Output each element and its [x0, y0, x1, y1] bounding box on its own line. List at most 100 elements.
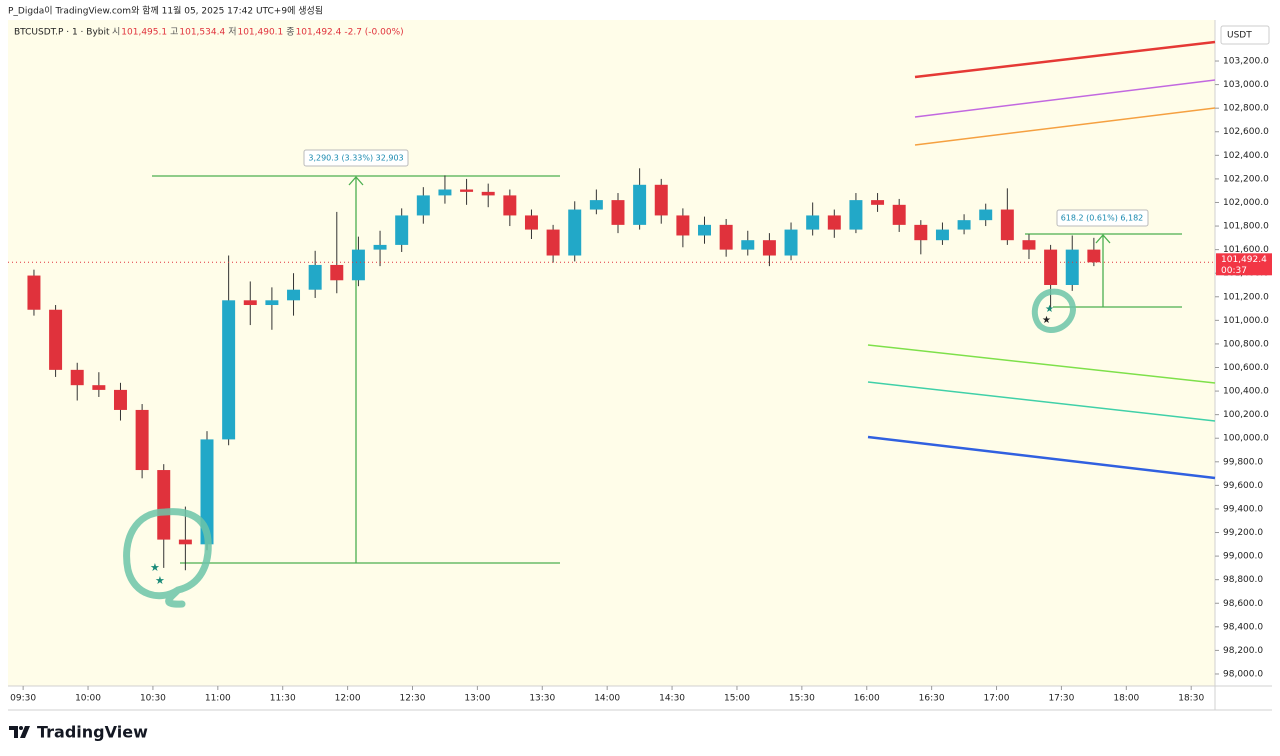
trend-line: [914, 79, 1216, 118]
y-tick-label: 100,200.0: [1223, 410, 1269, 420]
candle-body: [892, 204, 906, 225]
candle-body: [611, 200, 625, 225]
y-tick-label: 99,400.0: [1223, 504, 1263, 514]
x-tick-label: 12:00: [335, 694, 361, 704]
ohlc-legend: 시 101,495.1 고 101,534.4 저 101,490.1 종 101,492.4…: [112, 27, 404, 38]
y-tick-label: 99,000.0: [1223, 552, 1263, 562]
x-tick-label: 17:00: [984, 694, 1010, 704]
candle-body: [200, 439, 214, 545]
candle-body: [416, 195, 430, 216]
candle-body: [243, 300, 257, 306]
x-tick-label: 12:30: [400, 694, 426, 704]
y-tick-label: 100,400.0: [1223, 387, 1269, 397]
y-tick-label: 99,800.0: [1223, 457, 1263, 467]
y-tick-label: 102,800.0: [1223, 104, 1269, 114]
measure-label: 3,290.3 (3.33%) 32,903: [308, 154, 403, 163]
y-tick-label: 100,000.0: [1223, 434, 1269, 444]
x-tick-label: 11:30: [270, 694, 296, 704]
candle-body: [438, 189, 452, 196]
candle-body: [395, 215, 409, 245]
candle-body: [524, 215, 538, 230]
currency-box: [1220, 25, 1270, 45]
last-price-box: [1216, 253, 1272, 276]
legend-label: 시: [112, 27, 120, 38]
x-tick-label: 17:30: [1048, 694, 1074, 704]
y-tick-label: 99,200.0: [1223, 528, 1263, 538]
candle-body: [827, 215, 841, 230]
candle-body: [762, 240, 776, 256]
star-marker: ★: [1045, 304, 1054, 315]
candle-body: [265, 300, 279, 306]
candle-body: [935, 229, 949, 241]
candle-body: [503, 195, 517, 216]
x-tick-label: 13:30: [529, 694, 555, 704]
annotations: ★ ★ ★ ★: [123, 288, 1077, 608]
y-tick-label: 101,000.0: [1223, 316, 1269, 326]
highlight-circle: [123, 508, 212, 608]
trend-line: [914, 40, 1216, 79]
y-tick-label: 103,000.0: [1223, 80, 1269, 90]
candle-body: [654, 184, 668, 216]
candle-body: [719, 224, 733, 250]
y-tick-label: 101,800.0: [1223, 222, 1269, 232]
candle-body: [49, 309, 63, 370]
footer-brand: TradingView: [37, 723, 148, 742]
measure-label: 618.2 (0.61%) 6,182: [1061, 214, 1144, 223]
arrow-head: [1095, 234, 1111, 244]
header: P_Digda이 TradingView.com와 함께 11월 05, 202…: [8, 5, 323, 17]
legend-change: -2.7 (-0.00%): [344, 28, 403, 38]
candle-body: [1044, 249, 1058, 285]
x-tick-label: 18:00: [1113, 694, 1139, 704]
candle-body: [568, 209, 582, 256]
x-tick-label: 16:00: [854, 694, 880, 704]
y-tick-label: 98,800.0: [1223, 575, 1263, 585]
legend-label: 고: [170, 28, 178, 38]
star-marker: ★: [1042, 315, 1051, 326]
last-price-label: 101,492.4: [1221, 255, 1267, 265]
x-tick-label: 18:30: [1178, 694, 1204, 704]
candle-body: [957, 220, 971, 230]
candle-body: [871, 200, 885, 205]
trend-line: [867, 381, 1216, 422]
star-marker: ★: [150, 561, 160, 574]
candle-body: [741, 240, 755, 250]
candle-body: [481, 191, 495, 196]
candle-body: [698, 224, 712, 236]
measure-label-box: [303, 149, 409, 167]
y-tick-label: 102,400.0: [1223, 151, 1269, 161]
candle-body: [589, 200, 603, 210]
drawings: 3,290.3 (3.33%) 32,903 618.2 (0.61%) 6,1…: [152, 40, 1216, 564]
footer-logo: TradingView: [9, 723, 148, 742]
x-tick-label: 13:00: [464, 694, 490, 704]
candle-body: [784, 229, 798, 256]
legend-label: 종: [286, 27, 294, 38]
legend-value: 101,490.1: [237, 28, 283, 38]
x-tick-label: 16:30: [919, 694, 945, 704]
arrow-head: [348, 176, 364, 186]
candle-body: [178, 539, 192, 545]
candle-body: [27, 275, 41, 310]
legend-value: 101,534.4: [179, 28, 225, 38]
logo-icon: [9, 726, 30, 738]
x-tick-label: 14:00: [594, 694, 620, 704]
legend-value: 101,492.4: [296, 28, 342, 38]
currency: USDT: [1227, 31, 1252, 41]
candle-body: [113, 389, 127, 410]
x-tick-label: 09:30: [10, 694, 36, 704]
candle-body: [157, 470, 171, 540]
candle-body: [222, 300, 236, 440]
x-tick-label: 15:00: [724, 694, 750, 704]
measure-label-box: [1056, 209, 1149, 227]
x-tick-label: 15:30: [789, 694, 815, 704]
candle-body: [1065, 249, 1079, 285]
candle-body: [1000, 209, 1014, 241]
y-tick-label: 102,600.0: [1223, 127, 1269, 137]
highlight-circle: [1031, 288, 1077, 333]
candle-body: [546, 229, 560, 256]
candle-body: [633, 184, 647, 225]
candle-body: [351, 249, 365, 281]
candle-body: [1022, 240, 1036, 250]
countdown: 00:37: [1221, 266, 1247, 276]
price-axis-background: [1215, 20, 1272, 686]
